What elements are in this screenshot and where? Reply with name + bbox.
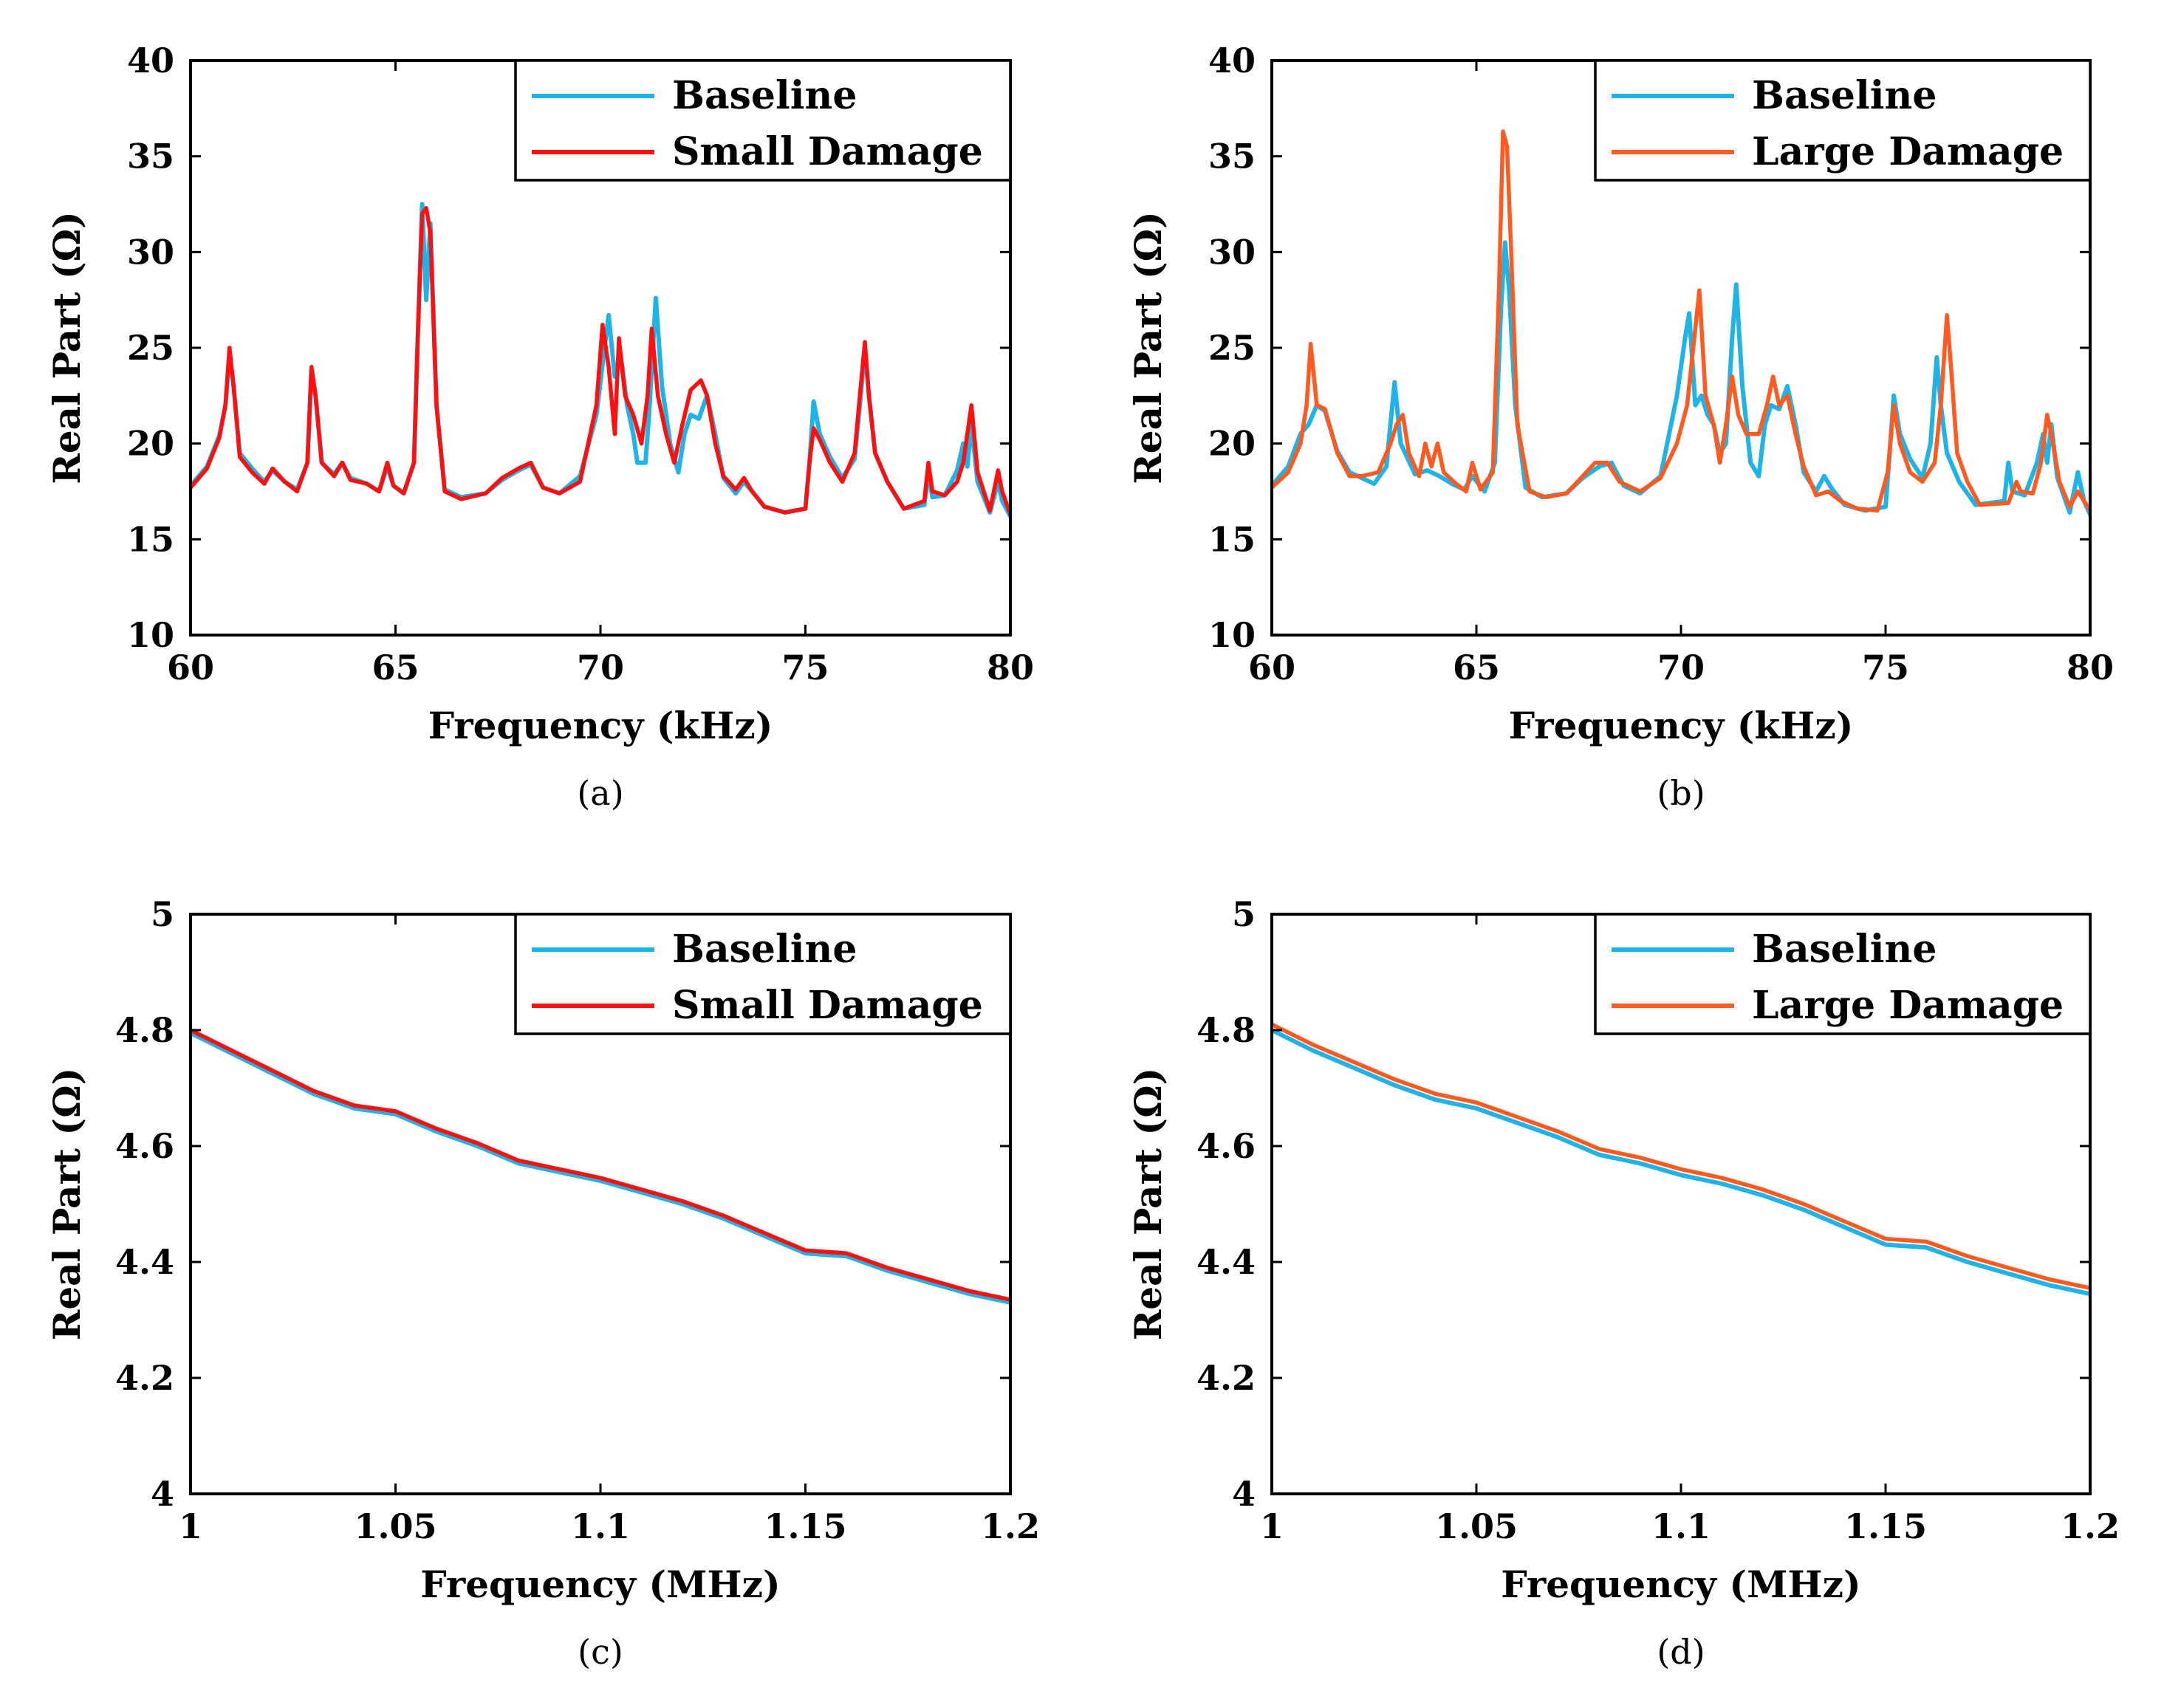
x-tick-label: 1.1 [571, 1506, 630, 1546]
y-tick-label: 35 [127, 137, 174, 176]
y-tick-label: 4.8 [115, 1010, 174, 1050]
legend-box [514, 913, 1012, 1035]
series-line-small-damage [191, 205, 1010, 517]
x-axis-label: Frequency (kHz) [1509, 704, 1854, 747]
legend-label: Small Damage [672, 129, 983, 174]
y-tick-label: 10 [1208, 615, 1256, 655]
x-tick-label: 60 [1248, 648, 1295, 687]
y-tick-label: 4.2 [115, 1358, 174, 1398]
x-tick-label: 75 [781, 648, 829, 687]
y-tick-label: 4.8 [1196, 1010, 1256, 1050]
legend-label: Baseline [672, 73, 857, 118]
legend: Baseline Large Damage [1594, 913, 2092, 1035]
x-tick-label: 1.1 [1651, 1506, 1711, 1546]
x-axis-label: Frequency (MHz) [420, 1563, 780, 1606]
series-line-large-damage [1272, 129, 2090, 513]
legend-label: Baseline [1752, 927, 1937, 972]
y-tick-label: 5 [151, 894, 174, 934]
y-tick-label: 4 [1232, 1474, 1256, 1514]
x-tick-label: 1.2 [2061, 1506, 2120, 1546]
x-tick-label: 1.2 [981, 1506, 1040, 1546]
legend-box [514, 59, 1012, 182]
y-tick-label: 15 [127, 519, 174, 559]
series-line-small-damage [191, 1028, 1010, 1302]
x-tick-label: 75 [1862, 648, 1909, 687]
chart-c: 1 1.05 1.1 1.15 1.2 4 4.2 4.4 4.6 4.8 5 Frequency (… [45, 894, 1040, 1672]
x-axis-label: Frequency (MHz) [1501, 1563, 1860, 1606]
y-tick-label: 5 [1232, 894, 1256, 934]
panel-caption: (d) [1657, 1632, 1705, 1672]
y-tick-label: 20 [127, 424, 174, 464]
y-tick-label: 4.2 [1196, 1358, 1256, 1398]
y-tick-label: 40 [127, 41, 174, 80]
series-line-baseline [1272, 1028, 2090, 1297]
y-tick-label: 30 [127, 232, 174, 272]
panel-caption: (a) [577, 773, 623, 813]
x-tick-label: 65 [371, 648, 419, 687]
y-tick-label: 4.6 [1196, 1126, 1256, 1166]
panel-caption: (b) [1657, 773, 1705, 813]
x-tick-label: 1.05 [354, 1506, 436, 1546]
y-tick-label: 15 [1208, 519, 1256, 559]
x-tick-label: 1.05 [1435, 1506, 1518, 1546]
y-tick-label: 25 [127, 328, 174, 368]
series-line-large-damage [1272, 1022, 2090, 1291]
legend: Baseline Large Damage [1594, 59, 2092, 182]
y-tick-label: 20 [1208, 424, 1256, 464]
y-tick-label: 40 [1208, 41, 1256, 80]
legend-label: Large Damage [1752, 129, 2064, 174]
legend: Baseline Small Damage [514, 59, 1012, 182]
chart-d: 1 1.05 1.1 1.15 1.2 4 4.2 4.4 4.6 4.8 5 Frequency (… [1126, 894, 2120, 1672]
panel-caption: (c) [578, 1632, 623, 1672]
x-tick-label: 80 [987, 648, 1034, 687]
x-tick-label: 1.15 [1844, 1506, 1927, 1546]
legend-box [1594, 59, 2092, 182]
legend-label: Small Damage [672, 983, 983, 1028]
legend: Baseline Small Damage [514, 913, 1012, 1035]
chart-a: 60 65 70 75 80 10 15 20 25 30 35 40 Frequency (kHz) R… [45, 41, 1034, 813]
y-axis-label: Real Part (Ω) [1126, 211, 1170, 484]
series-line-baseline [191, 1030, 1010, 1305]
legend-label: Baseline [1752, 73, 1937, 118]
y-tick-label: 4.6 [115, 1126, 174, 1166]
x-tick-label: 65 [1453, 648, 1500, 687]
y-axis-label: Real Part (Ω) [1126, 1068, 1170, 1340]
y-tick-label: 25 [1208, 328, 1256, 368]
legend-box [1594, 913, 2092, 1035]
series-line-baseline [1272, 240, 2090, 517]
x-tick-label: 70 [1657, 648, 1705, 687]
y-tick-label: 10 [127, 615, 174, 655]
y-tick-label: 4 [151, 1474, 174, 1514]
y-tick-label: 35 [1208, 137, 1256, 176]
x-tick-label: 1 [1260, 1506, 1284, 1546]
legend-label: Baseline [672, 927, 857, 972]
y-tick-label: 30 [1208, 232, 1256, 272]
x-tick-label: 60 [167, 648, 214, 687]
x-tick-label: 70 [577, 648, 624, 687]
y-tick-label: 4.4 [1196, 1242, 1256, 1282]
y-tick-label: 4.4 [115, 1242, 174, 1282]
y-axis-label: Real Part (Ω) [45, 211, 89, 484]
legend-label: Large Damage [1752, 983, 2064, 1028]
x-axis-label: Frequency (kHz) [428, 704, 773, 747]
x-tick-label: 1.15 [764, 1506, 846, 1546]
x-tick-label: 80 [2067, 648, 2114, 687]
y-axis-label: Real Part (Ω) [45, 1068, 89, 1340]
chart-b: 60 65 70 75 80 10 15 20 25 30 35 40 Frequency (kHz) R… [1126, 41, 2114, 813]
x-tick-label: 1 [179, 1506, 202, 1546]
